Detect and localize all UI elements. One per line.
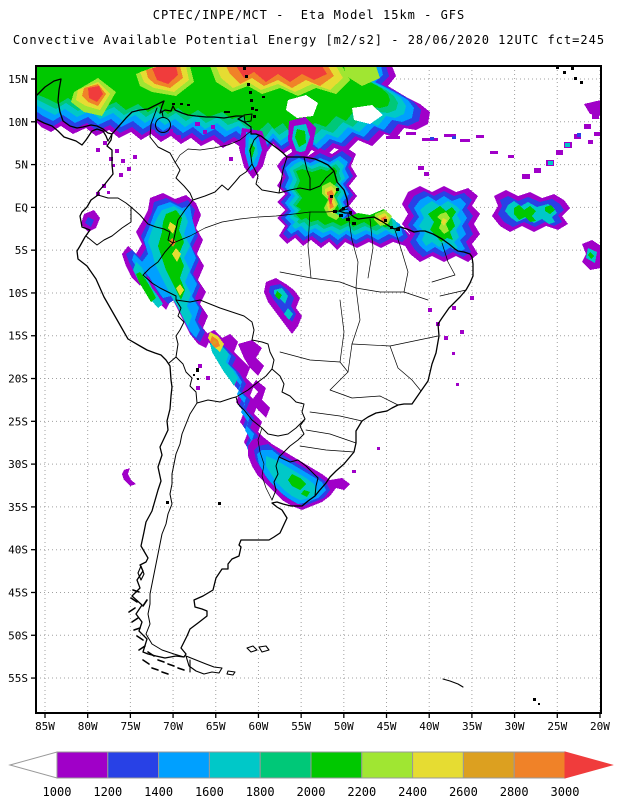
itcz-cyan-dots: [548, 143, 570, 165]
state-borders-rivers: [172, 130, 467, 501]
axis-ticks: [31, 78, 601, 718]
map-frame: [35, 65, 602, 714]
lat-tick-label: 10N: [8, 116, 28, 129]
lat-tick-label: 5N: [15, 159, 28, 172]
lat-tick-label: 55S: [8, 672, 28, 685]
lon-tick-label: 65W: [206, 720, 226, 733]
colorbar-cell: [412, 751, 464, 779]
lat-tick-label: 35S: [8, 501, 28, 514]
colorbar-tick-label: 1000: [43, 785, 72, 799]
lat-tick-label: EQ: [15, 201, 28, 214]
colorbar-tick-label: 2400: [398, 785, 427, 799]
lat-tick-label: 25S: [8, 415, 28, 428]
lat-tick-label: 45S: [8, 586, 28, 599]
colorbar-tick-label: 1800: [246, 785, 275, 799]
lon-tick-label: 20W: [590, 720, 610, 733]
country-borders: [85, 107, 335, 658]
lon-tick-label: 25W: [547, 720, 567, 733]
lon-tick-label: 80W: [78, 720, 98, 733]
colorbar-cell: [259, 751, 312, 779]
colorbar-cell: [56, 751, 109, 779]
lat-tick-label: 50S: [8, 629, 28, 642]
colorbar-tick-label: 2000: [297, 785, 326, 799]
south-america-coastline: [76, 100, 474, 659]
longitude-axis: 85W 80W 75W 70W 65W 60W 55W 50W 45W 40W 35W 30W 25W 2…: [35, 720, 610, 733]
colorbar-cell: [208, 751, 261, 779]
colorbar-tick-label: 3000: [551, 785, 580, 799]
page-subtitle: Convective Available Potential Energy [m…: [12, 33, 606, 47]
lat-tick-label: 40S: [8, 544, 28, 557]
lon-tick-label: 85W: [35, 720, 55, 733]
trailing-purple-dots: [352, 296, 474, 473]
lat-tick-label: 5S: [15, 244, 28, 257]
lon-tick-label: 55W: [291, 720, 311, 733]
lon-tick-label: 35W: [462, 720, 482, 733]
lon-tick-label: 50W: [334, 720, 354, 733]
lon-tick-label: 75W: [120, 720, 140, 733]
colorbar-tick-label: 2200: [347, 785, 376, 799]
latitude-axis: 15N 10N 5N EQ 5S 10S 15S 20S 25S 30S 35S 40S 45S 50S 5…: [8, 73, 28, 685]
colorbar-tick-label: 1200: [93, 785, 122, 799]
small-islands-and-lakes: [166, 66, 583, 705]
itcz-blue-dots: [430, 133, 581, 140]
coastlines-and-borders: [35, 66, 583, 705]
lon-tick-label: 45W: [377, 720, 397, 733]
lon-tick-label: 40W: [419, 720, 439, 733]
cape-shaded-field: [36, 66, 601, 510]
colorbar-tick-label: 1400: [144, 785, 173, 799]
colorbar-cell: [462, 751, 515, 779]
colorbar-cell: [107, 751, 160, 779]
fjord-texture: [128, 589, 185, 675]
colorbar-cell: [310, 751, 363, 779]
lat-tick-label: 15N: [8, 73, 28, 86]
colorbar-tick-label: 1600: [195, 785, 224, 799]
colorbar-cell: [158, 751, 210, 779]
lat-tick-label: 20S: [8, 373, 28, 386]
colorbar-below-min-arrow: [8, 751, 58, 779]
corridor-west-specks: [196, 364, 210, 390]
page-title: CPTEC/INPE/MCT - Eta Model 15km - GFS: [152, 8, 466, 22]
colorbar-cell: [361, 751, 414, 779]
lat-tick-label: 10S: [8, 287, 28, 300]
lon-tick-label: 30W: [505, 720, 525, 733]
central-america-coastline: [35, 78, 113, 135]
lat-tick-label: 30S: [8, 458, 28, 471]
central-america-pacific: [35, 118, 109, 146]
colorbar-above-max-arrow: [564, 751, 614, 779]
colorbar-tick-label: 2800: [500, 785, 529, 799]
colorbar-legend: 1000 1200 1400 1600 1800 2000 2200 2400 2600 2800…: [8, 751, 614, 799]
colorbar-cell: [513, 751, 566, 779]
colorbar-tick-label: 2600: [449, 785, 478, 799]
lon-tick-label: 60W: [249, 720, 269, 733]
tierra-del-fuego: [137, 565, 464, 688]
lat-tick-label: 15S: [8, 330, 28, 343]
lon-tick-label: 70W: [163, 720, 183, 733]
